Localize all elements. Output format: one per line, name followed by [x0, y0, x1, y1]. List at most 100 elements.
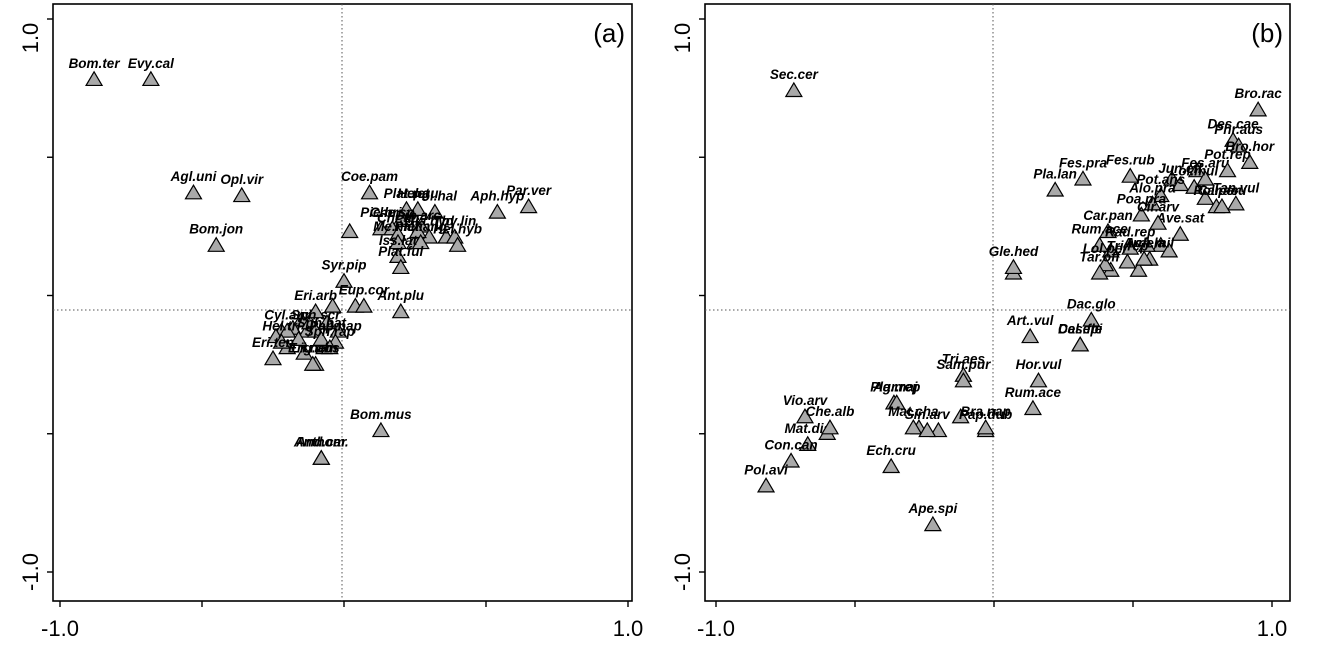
y-tick-label-min: -1.0 [18, 553, 43, 591]
data-point-marker [263, 349, 283, 366]
data-point-marker [1160, 242, 1179, 258]
data-point-marker [1004, 258, 1023, 275]
data-point-label: Sph.rap [305, 324, 355, 339]
data-point-label: Art..vul [1006, 313, 1054, 328]
plot-frame [52, 3, 633, 602]
data-point-marker [1023, 399, 1042, 416]
data-point-marker [904, 419, 923, 435]
data-point-marker [929, 421, 948, 438]
data-point-marker [784, 81, 803, 98]
data-point-marker [1229, 137, 1248, 153]
axis-ticks [47, 18, 629, 607]
data-point-label: Rad.rep [1105, 224, 1155, 239]
data-point-label: Eri.ten [252, 335, 294, 350]
data-point-label: Car.acu [1198, 183, 1248, 198]
data-point-marker [1171, 225, 1190, 241]
data-point-marker [312, 330, 331, 346]
data-point-marker [820, 419, 840, 435]
data-point-label: Anthom. [293, 435, 349, 450]
data-point-marker [882, 457, 901, 474]
data-point-marker [1162, 170, 1181, 186]
panel-label: (a) [593, 18, 625, 48]
data-point-label: Poa.pra [1117, 191, 1167, 206]
data-point-marker [1151, 236, 1170, 252]
data-point-label: Hel.gu [397, 186, 439, 201]
data-point-label: Pie.bri [360, 205, 402, 220]
panel-label: (b) [1251, 18, 1283, 48]
data-point-label: Lol.per [1083, 241, 1129, 256]
data-point-marker [360, 184, 379, 200]
data-point-marker [289, 330, 308, 346]
y-tick-label-max: 1.0 [18, 23, 43, 54]
data-point-label: Sin.arv [905, 407, 952, 422]
data-point-label: Rum.ace [1005, 385, 1062, 400]
data-point-marker [232, 186, 251, 203]
data-point-label: Pap.dub [959, 407, 1012, 422]
data-point-label: Sph.bat [297, 316, 347, 331]
data-point-label: Fes.rub [1106, 153, 1155, 168]
data-point-marker [1073, 170, 1093, 186]
data-point-label: Pap.nap [309, 319, 362, 334]
data-point-label: Tri.rep [1107, 238, 1149, 253]
data-point-marker [408, 222, 427, 239]
data-point-marker [1029, 372, 1048, 388]
data-point-label: Lig.obs [292, 341, 340, 356]
data-point-label: Plat.ret [384, 186, 430, 201]
data-point-label: Pol.hal [413, 189, 458, 204]
data-point-label: Alo.pra [1128, 180, 1176, 195]
data-point-label: Aph.hyp [469, 189, 524, 204]
data-point-label: Lol.mul [1170, 164, 1218, 179]
panel-b: (b) -1.0 1.0 -1.0 1.0 Sec.cer Bro.rac Des.… [670, 3, 1291, 641]
data-point-label: Cal.epi [1058, 321, 1103, 336]
data-point-label: Ach.mil [1124, 236, 1174, 251]
data-point-label: Sph.scr [291, 307, 341, 322]
x-tick-label-min: -1.0 [41, 616, 79, 641]
axis-ticks [699, 18, 1273, 607]
data-point-marker [519, 197, 538, 214]
x-tick-label-min: -1.0 [697, 616, 735, 641]
data-point-marker [323, 297, 342, 313]
data-point-marker [320, 338, 339, 355]
data-point-marker [334, 272, 354, 288]
data-point-label: Mat.dis [784, 421, 831, 436]
data-point-marker [1121, 167, 1140, 183]
data-point-label: Agr.rep [872, 379, 920, 394]
data-point-marker [1212, 197, 1232, 214]
data-point-label: Ape.spi [907, 501, 957, 516]
data-point-marker [1090, 236, 1109, 252]
data-point-marker [923, 515, 942, 532]
data-point-label: Phr.aus [1214, 122, 1263, 137]
data-point-marker [1151, 186, 1170, 203]
data-point-marker [1090, 264, 1109, 280]
data-points: Bom.ter Evy.cal Agl.uni Opl.vir Bom.jon Coe.p… [69, 56, 552, 465]
data-point-marker [795, 407, 815, 424]
data-point-marker [391, 302, 410, 319]
y-tick-label-max: 1.0 [670, 23, 695, 54]
data-point-marker [756, 477, 776, 493]
data-point-label: Dac.glo [1067, 296, 1116, 311]
data-point-marker [306, 302, 325, 319]
data-point-marker [1185, 178, 1204, 194]
data-point-marker [1071, 336, 1090, 352]
data-point-label: Des.cae [1208, 117, 1260, 132]
data-point-label: Mat.cha [888, 404, 939, 419]
data-point-label: Car.pan [1083, 208, 1133, 223]
data-point-marker [303, 355, 322, 371]
data-point-marker [782, 452, 801, 468]
data-point-marker [1121, 239, 1140, 255]
data-point-label: Sec.cer [770, 67, 819, 82]
data-point-label: Bro.rac [1234, 86, 1282, 101]
data-point-label: Jun.eff [1158, 161, 1204, 176]
data-point-label: Opl.vir [220, 172, 264, 187]
data-point-marker [1196, 189, 1215, 205]
data-point-marker [397, 200, 416, 216]
data-point-label: Gle.hed [989, 244, 1039, 259]
data-point-marker [85, 70, 104, 87]
data-point-label: Tri.aes [942, 352, 986, 367]
data-point-marker [1021, 327, 1040, 344]
data-point-marker [1143, 195, 1162, 211]
data-point-marker [1132, 206, 1151, 222]
plot-frame [704, 3, 1291, 602]
data-point-label: Syr.pip [321, 258, 366, 273]
data-point-label: Eup.cor [339, 283, 390, 298]
